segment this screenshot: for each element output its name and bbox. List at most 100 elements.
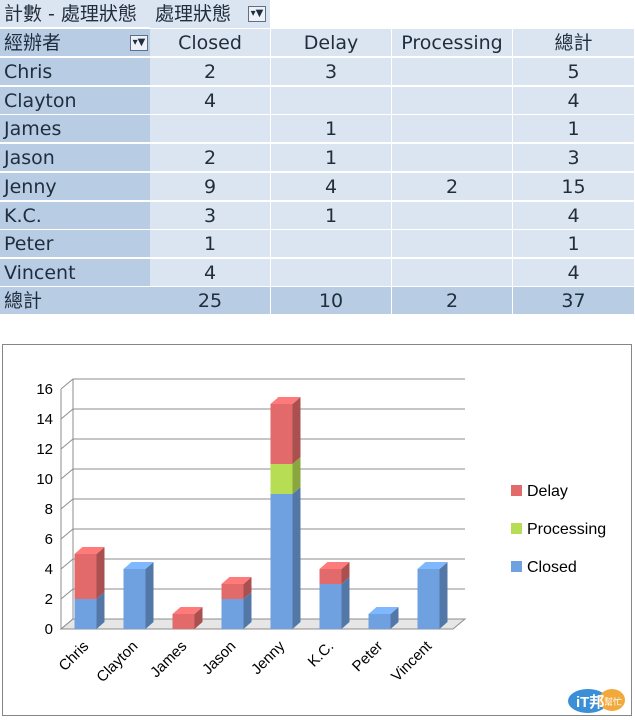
bar-side-delay [341, 562, 350, 584]
grand-total-row: 總計 25 10 2 37 [0, 287, 635, 316]
chart-canvas: 0 2 4 6 8 10 12 14 16 Chris Clayton James Jason Jenny… [36, 378, 606, 686]
legend-swatch-processing [511, 523, 522, 534]
watermark-logo: iT邦 幫忙 [566, 686, 626, 714]
row-label: James [0, 115, 150, 144]
cell-delay [271, 258, 392, 287]
cell-closed: 4 [150, 86, 271, 115]
legend-label-closed: Closed [527, 559, 577, 576]
gridline-depth [60, 528, 74, 540]
legend-label-delay: Delay [527, 483, 568, 500]
cell-processing [392, 86, 513, 115]
cell-processing [392, 258, 513, 287]
cell-processing [392, 115, 513, 144]
legend-swatch-delay [511, 485, 522, 496]
bar-segment-closed [74, 599, 97, 629]
cell-closed: 2 [150, 58, 271, 86]
logo-icon: iT邦 幫忙 [568, 689, 625, 713]
total-grand: 37 [513, 287, 635, 315]
pivot-header-row: 計數 - 處理狀態 處理狀態 ▾▼ [0, 0, 635, 29]
cell-delay: 1 [271, 201, 392, 230]
bar-side-delay [194, 607, 203, 629]
x-category-label: Clayton [93, 638, 141, 686]
status-field-header[interactable]: 處理狀態 ▾▼ [150, 0, 271, 28]
table-row: James 1 1 [0, 115, 635, 144]
cell-closed: 9 [150, 172, 271, 201]
bar-segment-delay [221, 584, 244, 599]
bar-top-delay [270, 397, 301, 404]
gridline-depth [60, 558, 74, 570]
cell-total: 15 [513, 172, 635, 201]
logo-subtext: 幫忙 [604, 696, 622, 708]
gridline-depth [60, 438, 74, 450]
grand-total-label: 總計 [0, 287, 150, 315]
x-category-label: K.C. [305, 638, 338, 671]
pivot-chart[interactable]: 0 2 4 6 8 10 12 14 16 Chris Clayton James Jason Jenny… [2, 344, 632, 716]
status-filter-dropdown-icon[interactable]: ▾▼ [248, 6, 266, 22]
x-category-label: James [147, 638, 190, 681]
cell-processing [392, 230, 513, 259]
total-closed: 25 [150, 287, 271, 315]
total-delay: 10 [271, 287, 392, 315]
bar-segment-closed [417, 569, 440, 629]
y-tick-label: 6 [45, 531, 53, 548]
cell-total: 3 [513, 144, 635, 173]
bar-side-closed [341, 577, 350, 629]
cell-total: 1 [513, 230, 635, 259]
gridline-depth [60, 378, 74, 390]
column-header-processing: Processing [392, 29, 513, 57]
bar-top-delay [172, 607, 203, 614]
cell-processing: 2 [392, 172, 513, 201]
logo-mark: iT邦 [576, 693, 604, 711]
status-field-label: 處理狀態 [155, 3, 232, 25]
x-category-label: Jenny [248, 637, 289, 678]
bar-segment-processing [270, 464, 293, 494]
bar-top-delay [319, 562, 350, 569]
pivot-table: 計數 - 處理狀態 處理狀態 ▾▼ 經辦者 ▾▼ Closed Delay Pr… [0, 0, 635, 316]
cell-delay [271, 230, 392, 259]
pivot-title-label: 計數 - 處理狀態 [0, 0, 150, 28]
bar-side-closed [390, 607, 399, 629]
bar-side-closed [145, 562, 154, 629]
legend-swatch-closed [511, 561, 522, 572]
cell-total: 5 [513, 58, 635, 86]
bar-segment-closed [221, 599, 244, 629]
y-tick-label: 2 [45, 591, 53, 608]
bar-segment-delay [74, 554, 97, 599]
gridline-depth [60, 498, 74, 510]
x-category-label: Jason [199, 638, 239, 678]
row-label: Vincent [0, 258, 150, 287]
bar-segment-closed [123, 569, 146, 629]
column-header-delay: Delay [271, 29, 392, 57]
row-filter-dropdown-icon[interactable]: ▾▼ [130, 35, 148, 51]
cell-closed [150, 115, 271, 144]
chart-floor [59, 618, 467, 630]
y-tick-label: 10 [36, 471, 53, 488]
bar-side-closed [243, 592, 252, 629]
row-label: Clayton [0, 86, 150, 115]
bar-segment-closed [319, 584, 342, 629]
bar-side-closed [439, 562, 448, 629]
table-row: Peter 1 1 [0, 230, 635, 259]
table-row: Vincent 4 4 [0, 258, 635, 288]
cell-closed: 1 [150, 230, 271, 259]
cell-closed: 3 [150, 201, 271, 230]
column-header-closed: Closed [150, 29, 271, 57]
table-row: K.C. 3 1 4 [0, 201, 635, 231]
y-tick-label: 16 [36, 381, 53, 398]
row-field-header[interactable]: 經辦者 ▾▼ [0, 29, 150, 57]
gridline-depth [60, 588, 74, 600]
bar-top-closed [368, 607, 399, 614]
bar-side-closed [96, 592, 105, 629]
cell-closed: 4 [150, 258, 271, 287]
cell-delay: 3 [271, 58, 392, 86]
bar-side-closed [292, 487, 301, 629]
cell-processing [392, 58, 513, 86]
y-tick-label: 4 [45, 561, 53, 578]
row-label: Jenny [0, 172, 150, 201]
row-label: Chris [0, 58, 150, 86]
bar-segment-closed [368, 614, 391, 629]
bar-top-delay [74, 547, 105, 554]
bar-segment-delay [319, 569, 342, 584]
row-field-label: 經辦者 [4, 32, 62, 54]
legend-label-processing: Processing [527, 521, 606, 538]
